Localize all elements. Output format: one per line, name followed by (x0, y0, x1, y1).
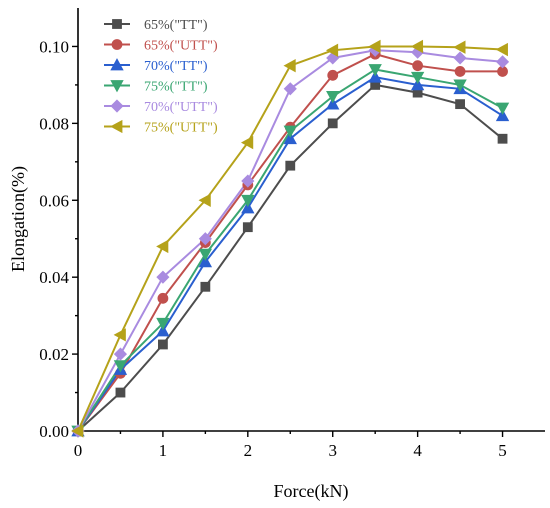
data-point (412, 60, 424, 72)
series-line-1 (77, 53, 503, 432)
data-point (495, 55, 510, 69)
y-axis-title: Elongation(%) (8, 166, 29, 272)
data-point (368, 39, 381, 54)
y-tick-label: 0.10 (39, 37, 69, 56)
data-point (158, 339, 168, 350)
data-point (115, 387, 126, 398)
legend-label: 65%("TT") (144, 18, 208, 33)
data-point (495, 42, 508, 57)
legend-label: 75%("UTT") (144, 121, 218, 136)
data-point (495, 102, 510, 115)
data-point (241, 174, 255, 188)
data-point (157, 292, 169, 304)
data-point (283, 82, 297, 96)
series-lines (77, 45, 504, 432)
x-tick-label: 3 (328, 441, 337, 460)
data-point (198, 254, 213, 268)
data-point (241, 194, 255, 208)
legend-marker (112, 19, 122, 29)
x-tick-label: 5 (498, 441, 507, 460)
data-point (497, 133, 508, 144)
series-line-4 (77, 49, 503, 432)
y-tick-label: 0.04 (39, 268, 69, 287)
data-point (454, 66, 466, 77)
x-ticks: 0 1 2 3 4 5 (74, 431, 507, 460)
data-point (410, 78, 425, 91)
data-point (327, 118, 338, 129)
series-markers (71, 39, 510, 438)
data-point (71, 424, 84, 438)
legend-marker (110, 58, 124, 71)
data-point (198, 193, 211, 207)
x-tick-label: 0 (74, 441, 83, 460)
data-point (283, 59, 296, 73)
y-ticks: 0.00 0.02 0.04 0.06 0.08 0.10 (39, 37, 78, 441)
data-point (156, 324, 170, 337)
legend-label: 70%("UTT") (144, 100, 218, 115)
data-point (242, 222, 253, 233)
x-axis-title: Force(kN) (274, 481, 349, 502)
x-tick-label: 2 (244, 441, 253, 460)
data-point (326, 97, 340, 110)
data-point (455, 99, 465, 110)
legend-marker (110, 99, 124, 113)
data-point (410, 39, 424, 54)
y-tick-label: 0.00 (39, 422, 69, 441)
data-point (368, 70, 382, 83)
data-point (156, 317, 170, 331)
legend-marker (110, 119, 123, 134)
data-point (495, 108, 510, 122)
data-point (283, 131, 297, 145)
data-point (198, 232, 212, 246)
data-point (283, 125, 297, 138)
data-point (453, 79, 467, 92)
y-tick-label: 0.06 (39, 191, 69, 210)
data-point (113, 347, 128, 361)
data-point (453, 40, 466, 54)
data-point (325, 43, 339, 57)
data-point (241, 201, 255, 214)
legend-label: 70%("TT") (144, 59, 208, 74)
series-line-5 (77, 45, 503, 432)
legend-label: 65%("UTT") (144, 39, 218, 54)
legend: 65%("TT") 65%("UTT") 70%("TT") 75%("TT") 70%… (104, 18, 218, 136)
axes (77, 8, 545, 432)
legend-label: 75%("TT") (144, 80, 208, 95)
data-point (326, 91, 340, 104)
data-point (200, 281, 211, 292)
y-tick-label: 0.02 (39, 345, 69, 364)
data-point (327, 69, 339, 81)
data-point (368, 64, 382, 77)
data-point (240, 135, 254, 150)
data-point (453, 51, 467, 65)
data-point (198, 248, 213, 261)
data-point (156, 239, 169, 254)
y-tick-label: 0.08 (39, 114, 69, 133)
data-point (410, 71, 425, 85)
data-point (113, 328, 126, 342)
data-point (156, 270, 170, 284)
legend-marker (110, 80, 124, 93)
legend-marker (111, 39, 123, 50)
x-tick-label: 1 (159, 441, 168, 460)
data-point (285, 160, 296, 171)
x-tick-label: 4 (413, 441, 422, 460)
